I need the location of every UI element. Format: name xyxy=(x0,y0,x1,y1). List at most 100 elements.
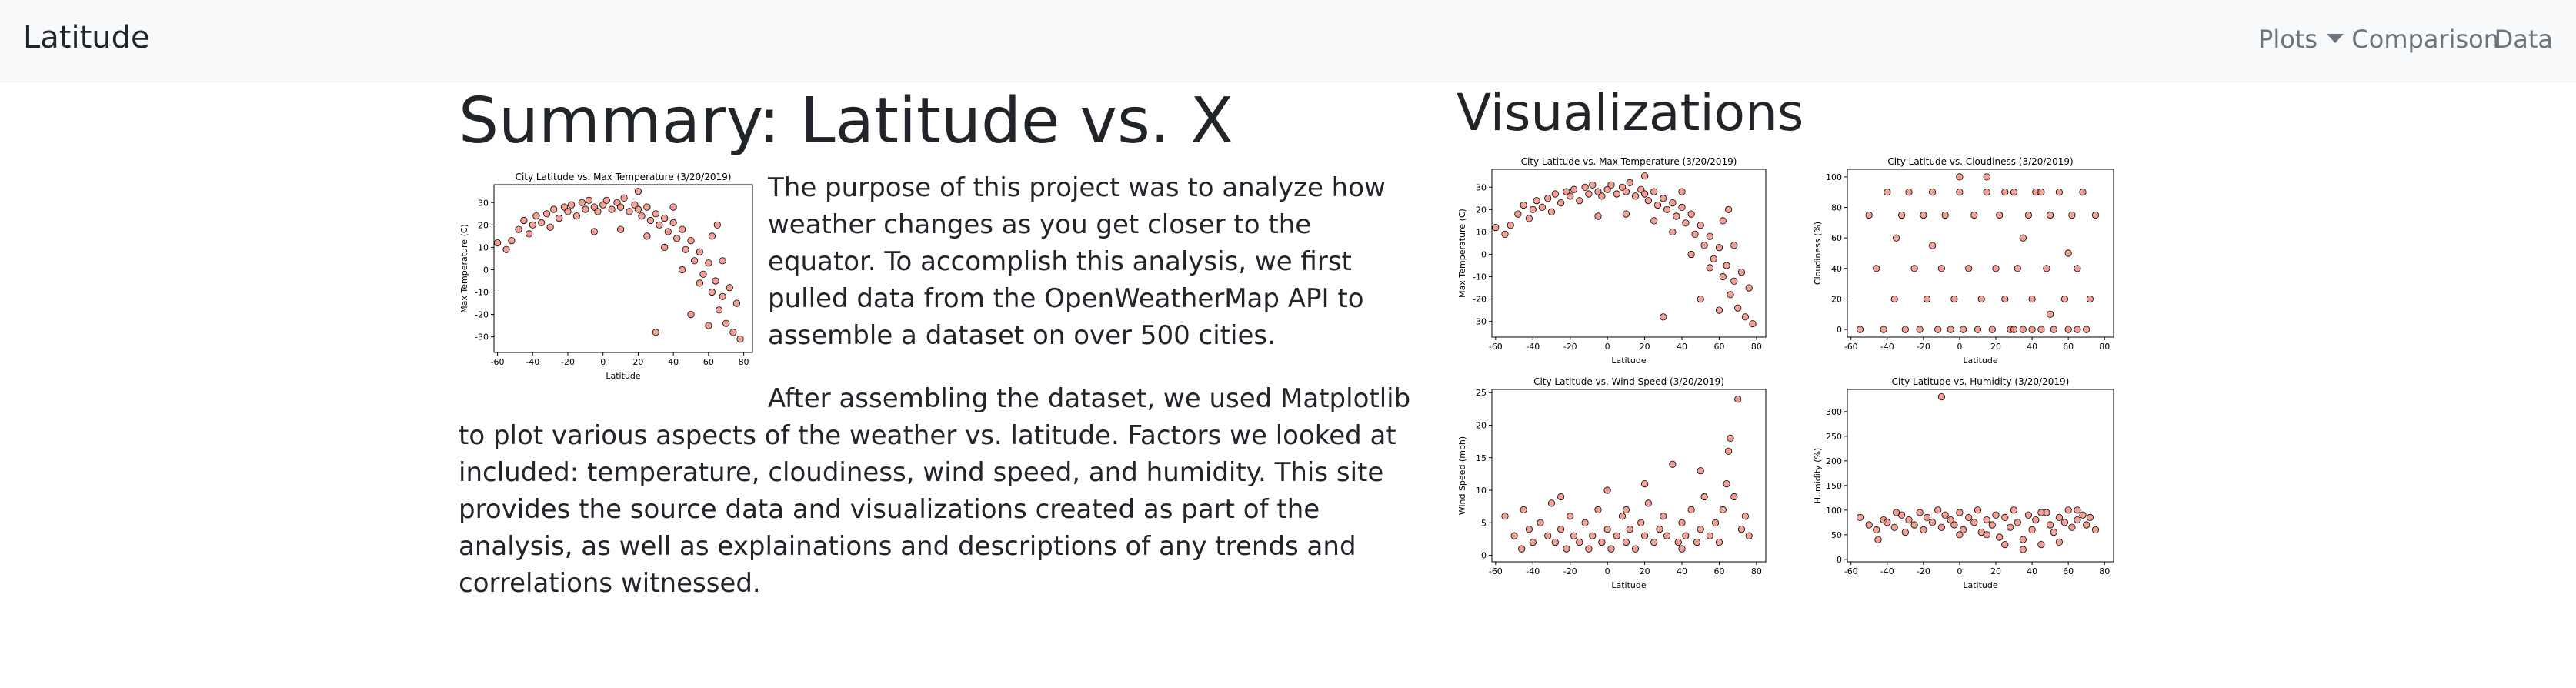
data-point xyxy=(1691,230,1699,238)
data-point xyxy=(1916,326,1924,333)
data-point xyxy=(687,237,695,245)
data-point xyxy=(1723,262,1730,269)
data-point xyxy=(1501,513,1509,520)
data-point xyxy=(1544,195,1552,202)
data-point xyxy=(713,221,721,229)
navbar-brand[interactable]: Latitude xyxy=(23,20,150,55)
data-point xyxy=(1538,203,1547,212)
data-point xyxy=(1992,511,2000,519)
x-tick-label: 0 xyxy=(1605,566,1610,576)
data-point xyxy=(1960,526,1967,533)
summary-temperature-chart-svg: City Latitude vs. Max Temperature (3/20/… xyxy=(459,172,753,381)
data-point xyxy=(1687,506,1695,513)
navbar: Latitude Plots Comparison Data xyxy=(0,0,2576,82)
data-point xyxy=(1594,506,1602,513)
x-tick-label: 20 xyxy=(1640,566,1650,576)
x-tick-label: 40 xyxy=(668,357,679,367)
nav-comparison-link[interactable]: Comparison xyxy=(2351,25,2499,54)
x-tick-label: 20 xyxy=(632,357,643,367)
data-point xyxy=(2091,526,2100,533)
data-point xyxy=(602,196,610,204)
data-point xyxy=(1974,326,1982,333)
data-point xyxy=(1570,185,1578,193)
data-point xyxy=(1613,190,1620,198)
data-point xyxy=(1865,521,1873,529)
x-tick-label: 60 xyxy=(703,357,714,367)
viz-cloudiness-chart-svg: City Latitude vs. Cloudiness (3/20/2019)… xyxy=(1813,156,2114,366)
data-point xyxy=(1856,326,1864,333)
x-axis-label: Latitude xyxy=(606,371,641,381)
data-point xyxy=(2037,509,2045,516)
chart-title: City Latitude vs. Max Temperature (3/20/… xyxy=(1521,156,1737,167)
data-point xyxy=(1719,272,1727,281)
data-point xyxy=(1992,265,2000,272)
data-point xyxy=(1734,304,1742,312)
nav-plots-dropdown[interactable]: Plots xyxy=(2258,25,2344,54)
data-point xyxy=(1910,265,1918,272)
x-tick-label: 20 xyxy=(1990,566,2001,576)
data-point xyxy=(2060,519,2068,526)
data-point xyxy=(502,245,510,253)
data-point xyxy=(2050,529,2057,536)
data-point xyxy=(1653,201,1662,209)
data-point xyxy=(712,277,719,285)
data-point xyxy=(2019,546,2027,553)
data-point xyxy=(1678,203,1686,212)
data-point xyxy=(1988,521,1996,529)
data-point xyxy=(1626,179,1633,187)
data-point xyxy=(1533,197,1540,205)
data-point xyxy=(578,199,586,206)
viz-cloudiness-chart[interactable]: City Latitude vs. Cloudiness (3/20/2019)… xyxy=(1812,155,2120,368)
data-point xyxy=(1937,393,1945,401)
data-point xyxy=(1525,215,1533,222)
data-point xyxy=(1598,192,1606,200)
x-tick-label: -60 xyxy=(1844,342,1858,352)
data-point xyxy=(620,194,628,202)
data-point xyxy=(1641,190,1649,198)
data-point xyxy=(1737,269,1746,276)
x-tick-label: -40 xyxy=(1526,566,1540,576)
data-point xyxy=(626,208,633,215)
data-point xyxy=(1874,536,1882,543)
x-tick-label: 60 xyxy=(1713,566,1724,576)
nav-data-link[interactable]: Data xyxy=(2494,25,2553,54)
caret-down-icon xyxy=(2327,34,2344,43)
viz-humidity-chart[interactable]: City Latitude vs. Humidity (3/20/2019) -6… xyxy=(1812,376,2120,593)
data-point xyxy=(1622,210,1630,218)
data-point xyxy=(1641,532,1649,539)
y-tick-label: 0 xyxy=(1481,249,1487,259)
data-point xyxy=(1884,519,1891,526)
data-point xyxy=(1603,486,1611,494)
data-point xyxy=(652,329,659,336)
data-point xyxy=(1585,190,1593,198)
data-point xyxy=(2068,211,2076,219)
data-point xyxy=(1910,521,1918,529)
viz-temperature-chart[interactable]: City Latitude vs. Max Temperature (3/20/… xyxy=(1457,155,1772,368)
y-axis-label: Wind Speed (mph) xyxy=(1457,436,1467,515)
data-point xyxy=(1898,211,1906,219)
data-point xyxy=(1697,296,1704,303)
y-axis-label: Cloudiness (%) xyxy=(1813,222,1823,285)
data-point xyxy=(2074,326,2081,333)
data-point xyxy=(556,214,563,222)
data-point xyxy=(1983,531,1990,539)
data-point xyxy=(729,329,737,336)
viz-wind-speed-chart[interactable]: City Latitude vs. Wind Speed (3/20/2019)… xyxy=(1457,376,1772,593)
y-tick-label: 30 xyxy=(1476,182,1487,192)
x-tick-label: -20 xyxy=(1917,566,1930,576)
nav-plots-label: Plots xyxy=(2258,25,2317,54)
data-point xyxy=(1551,539,1559,546)
data-point xyxy=(719,257,726,265)
data-point xyxy=(1660,313,1667,321)
x-tick-label: 40 xyxy=(2027,566,2037,576)
data-point xyxy=(1983,516,1990,524)
x-tick-label: -60 xyxy=(1489,342,1503,352)
y-tick-label: 30 xyxy=(478,198,489,208)
x-tick-label: -40 xyxy=(1880,566,1894,576)
plot-frame xyxy=(1491,169,1767,338)
data-point xyxy=(1607,181,1615,189)
x-tick-label: -40 xyxy=(526,357,539,367)
data-point xyxy=(1626,526,1633,533)
data-point xyxy=(1741,313,1749,321)
data-point xyxy=(1641,480,1649,488)
